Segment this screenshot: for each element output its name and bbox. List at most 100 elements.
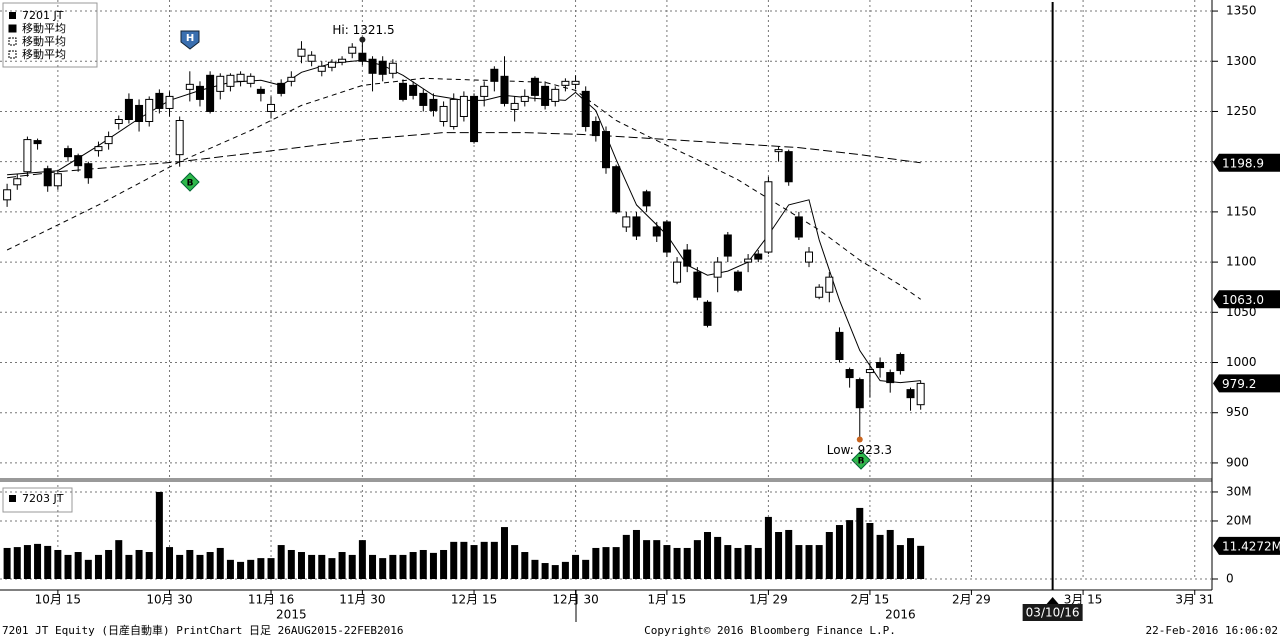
candle-body bbox=[510, 102, 519, 110]
candle-body bbox=[500, 75, 509, 104]
last-value-label-box bbox=[1213, 374, 1280, 393]
candle-body bbox=[855, 379, 864, 409]
moving-average bbox=[6, 77, 921, 300]
volume-bar bbox=[734, 547, 742, 579]
signal-b: B bbox=[180, 172, 200, 192]
candle-body bbox=[794, 216, 803, 238]
year-label: 2015 bbox=[276, 608, 307, 622]
volume-bar bbox=[237, 561, 245, 579]
candle-body bbox=[185, 83, 194, 90]
candle-body bbox=[409, 84, 418, 96]
volume-bar bbox=[3, 547, 11, 579]
candle-body bbox=[733, 271, 742, 291]
candle-body bbox=[114, 119, 123, 125]
candle-body bbox=[845, 369, 854, 379]
signal-diamond bbox=[851, 450, 871, 470]
candle-body bbox=[815, 286, 824, 298]
candle-body bbox=[541, 85, 550, 106]
candle-body bbox=[124, 98, 133, 121]
volume-bar bbox=[846, 520, 854, 579]
candle-body bbox=[378, 60, 387, 75]
candle-body bbox=[246, 75, 255, 84]
footer-left: 7201 JT Equity (日産自動車) PrintChart 日足 26A… bbox=[2, 623, 404, 637]
y-tick-label: 1150 bbox=[1226, 204, 1257, 218]
x-tick-label: 3月 31 bbox=[1175, 593, 1214, 607]
event-label: 03/10/16 bbox=[1026, 606, 1080, 620]
volume-bar bbox=[176, 554, 184, 579]
volume-bar bbox=[531, 559, 539, 579]
volume-bar bbox=[704, 532, 712, 579]
last-value-label-box bbox=[1213, 536, 1280, 555]
signal-label: B bbox=[187, 179, 194, 189]
volume-bar bbox=[815, 545, 823, 579]
candle-body bbox=[754, 253, 763, 260]
y-tick-label: 1250 bbox=[1226, 104, 1257, 118]
legend-swatch bbox=[8, 37, 17, 46]
y-tick-label: 1300 bbox=[1226, 54, 1257, 68]
volume-bar bbox=[460, 541, 468, 579]
candle-body bbox=[165, 95, 174, 109]
legend bbox=[2, 2, 98, 68]
candle-body bbox=[206, 74, 215, 112]
volume-bar bbox=[907, 538, 915, 579]
candle-body bbox=[896, 353, 905, 372]
candle-body bbox=[216, 75, 225, 92]
volume-bar bbox=[622, 534, 630, 579]
volume-bar bbox=[653, 540, 661, 579]
candle-body bbox=[23, 139, 32, 173]
volume-bar bbox=[663, 545, 671, 579]
volume-bar bbox=[917, 545, 925, 579]
candle-body bbox=[256, 88, 265, 94]
volume-bar bbox=[166, 547, 174, 579]
volume-bar bbox=[216, 547, 224, 579]
volume-bar bbox=[754, 547, 762, 579]
candle-body bbox=[33, 140, 42, 145]
x-tick-label: 11月 16 bbox=[248, 593, 294, 607]
candle-body bbox=[145, 98, 154, 123]
volume-bar bbox=[775, 532, 783, 579]
volume-bar bbox=[13, 547, 21, 579]
volume-bar bbox=[876, 534, 884, 579]
candle-body bbox=[317, 65, 326, 72]
candle-body bbox=[74, 155, 83, 167]
volume-bar bbox=[835, 525, 843, 579]
candle-body bbox=[602, 131, 610, 169]
volume-bar bbox=[632, 529, 640, 579]
volume-bar bbox=[257, 558, 265, 579]
candle-body bbox=[662, 221, 671, 253]
volume-bar bbox=[409, 552, 417, 579]
legend-label: 移動平均 bbox=[22, 47, 66, 61]
candle-body bbox=[267, 103, 276, 112]
candle-body bbox=[713, 261, 722, 278]
signal-b: B bbox=[851, 450, 871, 470]
candle-body bbox=[368, 58, 377, 74]
x-tick-label: 12月 15 bbox=[451, 593, 497, 607]
volume-bar bbox=[94, 554, 102, 579]
candle-body bbox=[307, 54, 316, 62]
candle-body bbox=[865, 369, 874, 374]
candle-body bbox=[277, 82, 286, 94]
candle-body bbox=[43, 168, 52, 187]
volume-bar bbox=[805, 545, 813, 579]
y-tick-label: 950 bbox=[1226, 405, 1249, 419]
y-tick-label: 20M bbox=[1226, 513, 1252, 527]
candle-body bbox=[703, 301, 712, 326]
volume-bar bbox=[23, 545, 31, 579]
candle-body bbox=[398, 82, 407, 100]
volume-bar bbox=[511, 545, 519, 579]
candle-body bbox=[571, 80, 580, 85]
legend-label: 7203 JT bbox=[22, 492, 64, 505]
volume-bar bbox=[470, 545, 478, 579]
candle-body bbox=[876, 362, 885, 369]
volume-bar bbox=[683, 547, 691, 579]
last-value-label: 11.4272M bbox=[1222, 539, 1280, 553]
candle-body bbox=[327, 61, 336, 68]
volume-bar bbox=[612, 547, 620, 579]
signal-flag bbox=[180, 30, 200, 50]
volume-bar bbox=[673, 547, 681, 579]
volume-bar bbox=[572, 554, 580, 579]
y-tick-label: 0 bbox=[1226, 572, 1234, 586]
event-box bbox=[1022, 604, 1083, 621]
volume-bar bbox=[267, 558, 275, 579]
volume-bar bbox=[115, 540, 123, 579]
